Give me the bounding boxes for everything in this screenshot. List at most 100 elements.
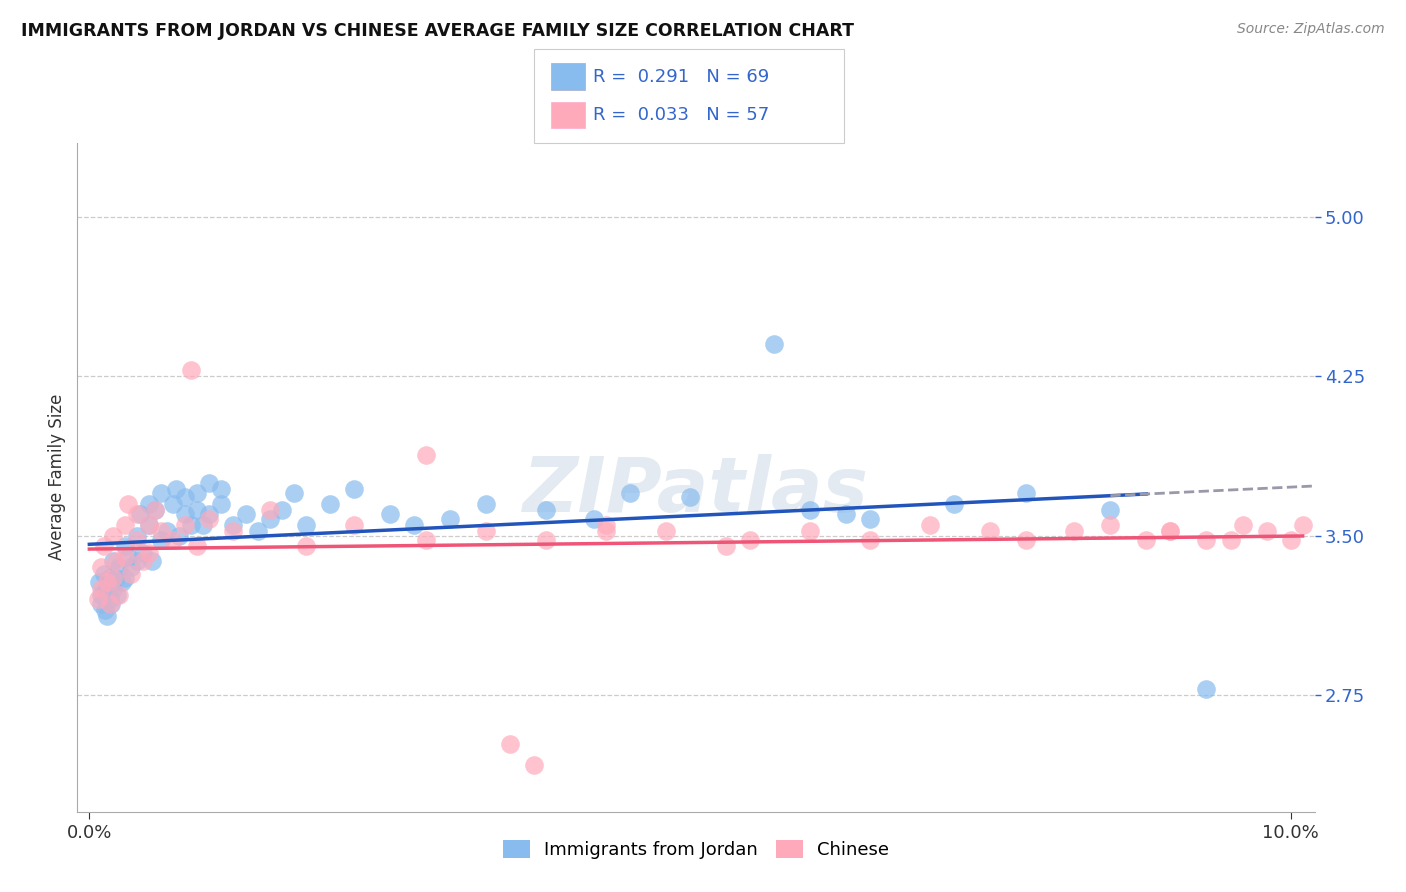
Point bbox=[259, 511, 281, 525]
Point bbox=[246, 524, 269, 539]
Point bbox=[100, 597, 122, 611]
Point bbox=[127, 508, 149, 522]
Point bbox=[799, 503, 821, 517]
Point bbox=[87, 575, 110, 590]
Point bbox=[111, 575, 134, 590]
Point bbox=[378, 508, 401, 522]
Point bbox=[128, 508, 150, 522]
Point bbox=[162, 533, 184, 547]
Point bbox=[714, 539, 737, 553]
Point bbox=[108, 588, 131, 602]
Point bbox=[90, 560, 112, 574]
Point bbox=[103, 582, 125, 596]
Point bbox=[198, 511, 221, 525]
Point bbox=[595, 524, 617, 539]
Point bbox=[169, 528, 191, 542]
Point bbox=[103, 554, 125, 568]
Point bbox=[132, 554, 155, 568]
Point bbox=[150, 524, 173, 539]
Point bbox=[259, 503, 281, 517]
Point bbox=[105, 588, 128, 602]
Point bbox=[114, 518, 136, 533]
Point bbox=[117, 497, 139, 511]
Point bbox=[127, 528, 149, 542]
Point bbox=[294, 539, 316, 553]
Point bbox=[799, 524, 821, 539]
Point bbox=[595, 518, 617, 533]
Point bbox=[402, 518, 425, 533]
Point bbox=[211, 497, 233, 511]
Point bbox=[534, 533, 557, 547]
Point bbox=[1219, 533, 1241, 547]
Point bbox=[619, 486, 641, 500]
Point bbox=[103, 528, 125, 542]
Point bbox=[1195, 533, 1218, 547]
Point bbox=[180, 363, 202, 377]
Point bbox=[90, 597, 112, 611]
Point bbox=[534, 503, 557, 517]
Point bbox=[156, 524, 179, 539]
Point bbox=[198, 508, 221, 522]
Point bbox=[97, 571, 120, 585]
Point bbox=[738, 533, 761, 547]
Text: R =  0.033   N = 57: R = 0.033 N = 57 bbox=[593, 106, 769, 124]
Point bbox=[127, 533, 149, 547]
Point bbox=[222, 524, 245, 539]
Point bbox=[474, 497, 496, 511]
Point bbox=[270, 503, 292, 517]
Point bbox=[145, 503, 167, 517]
Point bbox=[87, 592, 110, 607]
Point bbox=[474, 524, 496, 539]
Y-axis label: Average Family Size: Average Family Size bbox=[48, 394, 66, 560]
Point bbox=[174, 508, 197, 522]
Point bbox=[138, 497, 160, 511]
Point bbox=[211, 482, 233, 496]
Point bbox=[186, 486, 208, 500]
Point bbox=[127, 554, 149, 568]
Point bbox=[108, 560, 131, 574]
Point bbox=[1015, 486, 1038, 500]
Point bbox=[165, 482, 187, 496]
Point bbox=[174, 491, 197, 505]
Point bbox=[180, 518, 202, 533]
Point bbox=[193, 518, 215, 533]
Point bbox=[94, 603, 117, 617]
Point bbox=[235, 508, 257, 522]
Point bbox=[1159, 524, 1181, 539]
Text: ZIPatlas: ZIPatlas bbox=[523, 454, 869, 527]
Point bbox=[150, 533, 173, 547]
Point bbox=[294, 518, 316, 533]
Point bbox=[96, 582, 118, 596]
Point bbox=[174, 518, 197, 533]
Point bbox=[655, 524, 678, 539]
Point bbox=[186, 503, 208, 517]
Point bbox=[120, 566, 142, 581]
Point bbox=[979, 524, 1001, 539]
Point bbox=[1099, 503, 1122, 517]
Point bbox=[1015, 533, 1038, 547]
Point bbox=[859, 533, 882, 547]
Point bbox=[96, 609, 118, 624]
Point bbox=[114, 539, 136, 553]
Point bbox=[679, 491, 702, 505]
Point bbox=[283, 486, 305, 500]
Point bbox=[1195, 681, 1218, 696]
Point bbox=[1279, 533, 1302, 547]
Point bbox=[859, 511, 882, 525]
Point bbox=[835, 508, 858, 522]
Point bbox=[1063, 524, 1085, 539]
Point bbox=[145, 503, 167, 517]
Point bbox=[90, 588, 112, 602]
Point bbox=[415, 448, 437, 462]
Point bbox=[198, 475, 221, 490]
Text: IMMIGRANTS FROM JORDAN VS CHINESE AVERAGE FAMILY SIZE CORRELATION CHART: IMMIGRANTS FROM JORDAN VS CHINESE AVERAG… bbox=[21, 22, 853, 40]
Point bbox=[523, 758, 546, 772]
Point bbox=[582, 511, 605, 525]
Point bbox=[150, 486, 173, 500]
Point bbox=[343, 482, 366, 496]
Point bbox=[1256, 524, 1278, 539]
Point bbox=[141, 554, 163, 568]
Point bbox=[499, 737, 522, 751]
Point bbox=[1099, 518, 1122, 533]
Point bbox=[103, 571, 125, 585]
